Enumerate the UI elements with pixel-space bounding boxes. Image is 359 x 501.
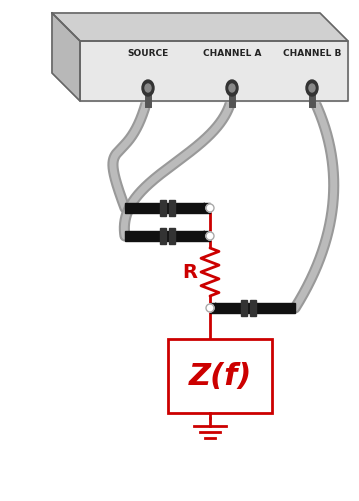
Polygon shape [125,203,210,213]
Ellipse shape [226,81,238,97]
Polygon shape [125,231,210,241]
Polygon shape [169,228,175,244]
Polygon shape [241,301,247,316]
Text: CHANNEL B: CHANNEL B [283,50,341,59]
Text: CHANNEL A: CHANNEL A [203,50,261,59]
Polygon shape [52,14,80,102]
Polygon shape [52,14,348,42]
Polygon shape [204,203,210,213]
Ellipse shape [309,85,315,93]
Text: R: R [182,263,197,282]
Text: Z(f): Z(f) [188,362,252,391]
Polygon shape [169,200,175,216]
Polygon shape [160,228,166,244]
Polygon shape [204,231,210,241]
Circle shape [206,305,214,313]
Circle shape [206,232,214,240]
FancyBboxPatch shape [168,339,272,413]
Ellipse shape [306,81,318,97]
Polygon shape [160,200,166,216]
Ellipse shape [229,85,235,93]
Polygon shape [80,42,348,102]
Polygon shape [250,301,256,316]
Ellipse shape [145,85,151,93]
Ellipse shape [142,81,154,97]
Circle shape [206,204,214,212]
Polygon shape [210,304,216,313]
Polygon shape [210,304,295,313]
Text: SOURCE: SOURCE [127,50,169,59]
